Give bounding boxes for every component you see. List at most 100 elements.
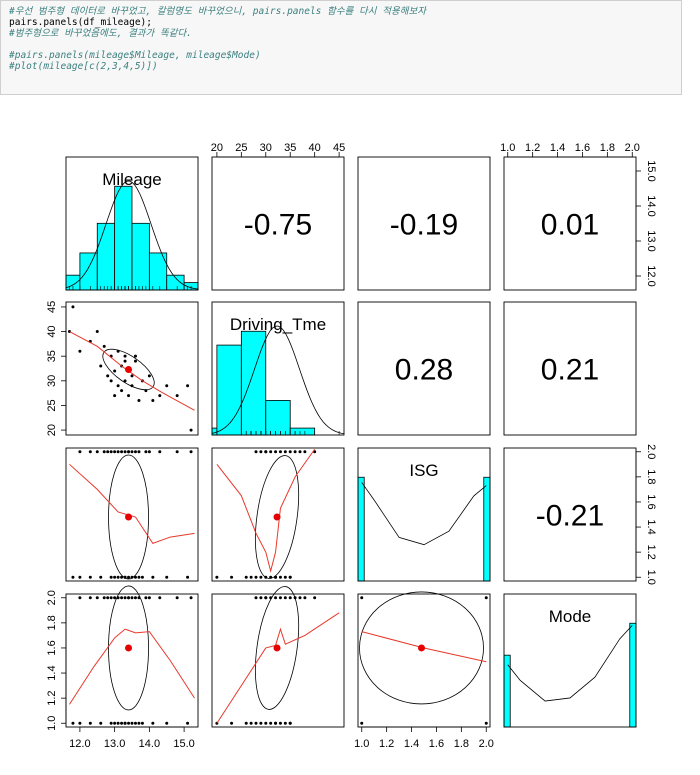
scatter-point xyxy=(123,359,127,363)
scatter-point xyxy=(186,384,190,388)
panel-Mileage-Mode: 0.01 xyxy=(503,156,637,291)
scatter-point xyxy=(109,721,113,725)
variable-label: Driving_Tme xyxy=(230,315,326,334)
panel-border xyxy=(65,447,199,582)
axis-bottom-Mileage: 12.0 13.0 14.0 15.0 xyxy=(69,726,195,750)
tick-label: 1.4 xyxy=(645,519,657,534)
scatter-point xyxy=(244,721,248,725)
scatter-point xyxy=(288,721,292,725)
scatter-point xyxy=(137,575,141,579)
histogram-bar xyxy=(211,427,218,436)
panel-border xyxy=(211,301,345,436)
scatter-point xyxy=(71,575,75,579)
tick-label: 12.0 xyxy=(69,738,90,750)
scatter-point xyxy=(283,721,287,725)
scatter-point xyxy=(123,379,127,383)
correlation-label: 0.28 xyxy=(395,354,453,387)
panel-border xyxy=(65,301,199,436)
scatter-point xyxy=(254,596,258,600)
scatter-point xyxy=(144,596,148,600)
scatter-point xyxy=(230,721,234,725)
scatter-point xyxy=(113,450,117,454)
scatter-point xyxy=(88,721,92,725)
tick-label: 1.8 xyxy=(600,142,615,154)
scatter-point xyxy=(102,344,106,348)
tick-label: 1.6 xyxy=(429,738,444,750)
scatter-point xyxy=(186,575,190,579)
scatter-point xyxy=(99,575,103,579)
tick-label: 1.2 xyxy=(645,544,657,559)
panel-Mode-ISG xyxy=(357,591,491,728)
scatter-point xyxy=(99,364,103,368)
scatter-point xyxy=(259,450,263,454)
tick-label: 2.0 xyxy=(645,444,657,459)
tick-label: 2.0 xyxy=(479,738,494,750)
panel-ISG-Mode: -0.21 xyxy=(503,447,637,582)
tick-label: 1.0 xyxy=(500,142,515,154)
scatter-point xyxy=(130,721,134,725)
tick-label: 13.0 xyxy=(104,738,125,750)
panel-border xyxy=(503,593,637,728)
scatter-point xyxy=(140,575,144,579)
tick-label: 40 xyxy=(46,325,58,337)
histogram-bar xyxy=(114,185,133,291)
scatter-point xyxy=(215,575,219,579)
code-cell[interactable]: #우선 범주형 데이터로 바꾸었고, 칼럼명도 바꾸었으니, pairs.pan… xyxy=(0,0,682,95)
code-line: #pairs.panels(mileage$Mileage, mileage$M… xyxy=(9,50,261,61)
scatter-point xyxy=(259,575,263,579)
scatter-point xyxy=(78,721,82,725)
scatter-point xyxy=(130,374,134,378)
correlation-label: -0.19 xyxy=(390,209,458,242)
scatter-point xyxy=(106,596,110,600)
mean-point xyxy=(273,513,281,521)
scatter-point xyxy=(274,721,278,725)
scatter-point xyxy=(95,450,99,454)
scatter-point xyxy=(288,575,292,579)
panel-Driving_Tme-ISG: 0.28 xyxy=(357,301,491,436)
scatter-point xyxy=(123,354,127,358)
panel-Mode-Driving_Tme xyxy=(211,586,345,728)
panel-Driving_Tme-Driving_Tme: Driving_Tme xyxy=(211,301,345,436)
scatter-point xyxy=(259,596,263,600)
scatter-point xyxy=(264,450,268,454)
axis-top-Driving_Tme: 20 25 30 35 40 45 xyxy=(211,142,345,158)
tick-label: 2.0 xyxy=(46,590,58,605)
tick-label: 1.0 xyxy=(645,570,657,585)
code-line: #범주형으로 바꾸었음에도, 결과가 똑같다. xyxy=(9,28,192,39)
scatter-point xyxy=(133,596,137,600)
scatter-point xyxy=(313,596,317,600)
tick-label: 45 xyxy=(46,301,58,313)
scatter-point xyxy=(113,575,117,579)
scatter-point xyxy=(88,575,92,579)
scatter-point xyxy=(244,575,248,579)
scatter-point xyxy=(133,721,137,725)
panel-ISG-Mileage xyxy=(65,447,199,582)
tick-label: 25 xyxy=(235,142,247,154)
scatter-point xyxy=(175,596,179,600)
scatter-point xyxy=(133,354,137,358)
panel-Mileage-Driving_Tme: -0.75 xyxy=(211,156,345,291)
scatter-point xyxy=(165,384,169,388)
panel-Driving_Tme-Mileage xyxy=(65,301,199,436)
tick-label: 1.2 xyxy=(525,142,540,154)
scatter-point xyxy=(249,575,253,579)
scatter-point xyxy=(165,721,169,725)
panel-Mode-Mileage xyxy=(65,585,199,728)
code-line: #우선 범주형 데이터로 바꾸었고, 칼럼명도 바꾸었으니, pairs.pan… xyxy=(9,6,426,17)
tick-label: 1.2 xyxy=(379,738,394,750)
scatter-point xyxy=(78,349,82,353)
loess-smoother xyxy=(69,463,195,544)
tick-label: 20 xyxy=(46,424,58,436)
loess-smoother xyxy=(69,628,195,705)
scatter-point xyxy=(130,596,134,600)
scatter-point xyxy=(109,575,113,579)
scatter-point xyxy=(133,359,137,363)
tick-label: 15.0 xyxy=(173,738,194,750)
tick-label: 14.0 xyxy=(139,738,160,750)
scatter-point xyxy=(274,450,278,454)
scatter-point xyxy=(165,575,169,579)
scatter-point xyxy=(186,721,190,725)
scatter-point xyxy=(71,721,75,725)
mean-point xyxy=(125,644,133,652)
